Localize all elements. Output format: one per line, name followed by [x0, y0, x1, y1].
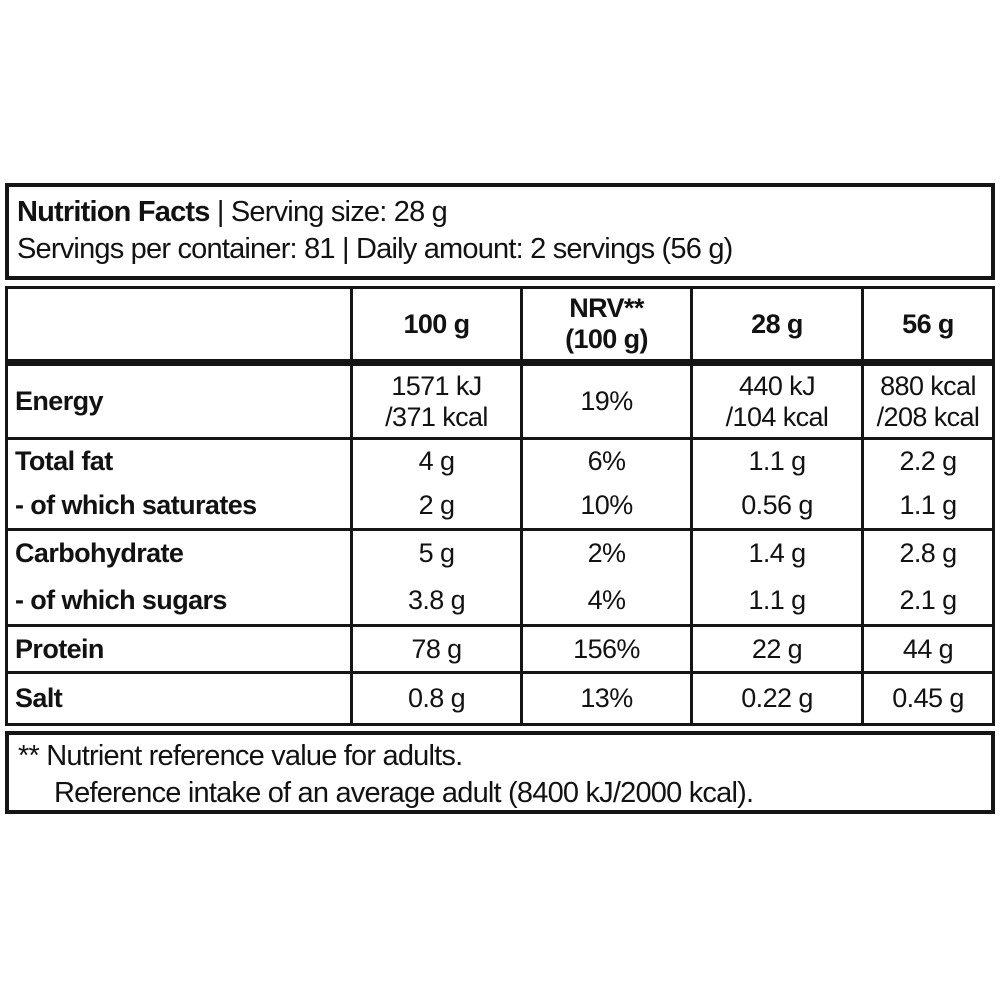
value-saturates-100g: 2 g: [350, 483, 520, 528]
value-salt-nrv: 13%: [520, 671, 690, 723]
value-saturates-56g: 1.1 g: [861, 483, 992, 528]
value-energy-nrv: 19%: [520, 359, 690, 437]
col-header-100g: 100 g: [350, 289, 520, 359]
value-fat-28g: 1.1 g: [690, 437, 861, 483]
value-sugars-28g: 1.1 g: [690, 576, 861, 624]
col-header-nrv: NRV** (100 g): [520, 289, 690, 359]
nutrient-label: Total fat: [8, 437, 350, 483]
value-protein-56g: 44 g: [861, 624, 992, 671]
value-fat-100g: 4 g: [350, 437, 520, 483]
value-saturates-nrv: 10%: [520, 483, 690, 528]
value-sugars-56g: 2.1 g: [861, 576, 992, 624]
header-line-1: Nutrition Facts | Serving size: 28 g: [17, 194, 985, 231]
nutrient-label: Salt: [8, 671, 350, 723]
nutrition-table: 100 g NRV** (100 g) 28 g 56 g Energy 157…: [5, 286, 995, 726]
nutrient-label: Protein: [8, 624, 350, 671]
value-fat-nrv: 6%: [520, 437, 690, 483]
value-salt-28g: 0.22 g: [690, 671, 861, 723]
label-header: Nutrition Facts | Serving size: 28 g Ser…: [5, 183, 995, 280]
value-saturates-28g: 0.56 g: [690, 483, 861, 528]
value-fat-56g: 2.2 g: [861, 437, 992, 483]
value-protein-28g: 22 g: [690, 624, 861, 671]
value-sugars-100g: 3.8 g: [350, 576, 520, 624]
col-header-nrv-line2: (100 g): [565, 324, 648, 354]
value-carb-56g: 2.8 g: [861, 528, 992, 576]
value-salt-100g: 0.8 g: [350, 671, 520, 723]
serving-size-text: | Serving size: 28 g: [209, 196, 448, 228]
value-carb-nrv: 2%: [520, 528, 690, 576]
value-energy-56g: 880 kcal /208 kcal: [861, 359, 992, 437]
value-protein-100g: 78 g: [350, 624, 520, 671]
nutrient-label: Energy: [8, 359, 350, 437]
value-energy-28g: 440 kJ /104 kcal: [690, 359, 861, 437]
value-salt-56g: 0.45 g: [861, 671, 992, 723]
nutrient-label: - of which sugars: [15, 584, 227, 615]
label-title: Nutrition Facts: [17, 196, 210, 228]
nutrient-label: - of which saturates: [15, 490, 257, 520]
col-header-28g: 28 g: [690, 289, 861, 359]
value-sugars-nrv: 4%: [520, 576, 690, 624]
col-header-blank: [8, 289, 350, 359]
label-footnote: ** Nutrient reference value for adults. …: [5, 731, 995, 814]
value-protein-nrv: 156%: [520, 624, 690, 671]
value-carb-28g: 1.4 g: [690, 528, 861, 576]
col-header-nrv-line1: NRV**: [569, 293, 644, 323]
nutrient-label: Carbohydrate: [8, 528, 350, 576]
value-energy-100g: 1571 kJ /371 kcal: [350, 359, 520, 437]
col-header-56g: 56 g: [861, 289, 992, 359]
footnote-line-2: Reference intake of an average adult (84…: [54, 777, 754, 809]
value-carb-100g: 5 g: [350, 528, 520, 576]
header-line-2: Servings per container: 81 | Daily amoun…: [17, 233, 733, 265]
footnote-line-1: ** Nutrient reference value for adults.: [18, 740, 463, 772]
